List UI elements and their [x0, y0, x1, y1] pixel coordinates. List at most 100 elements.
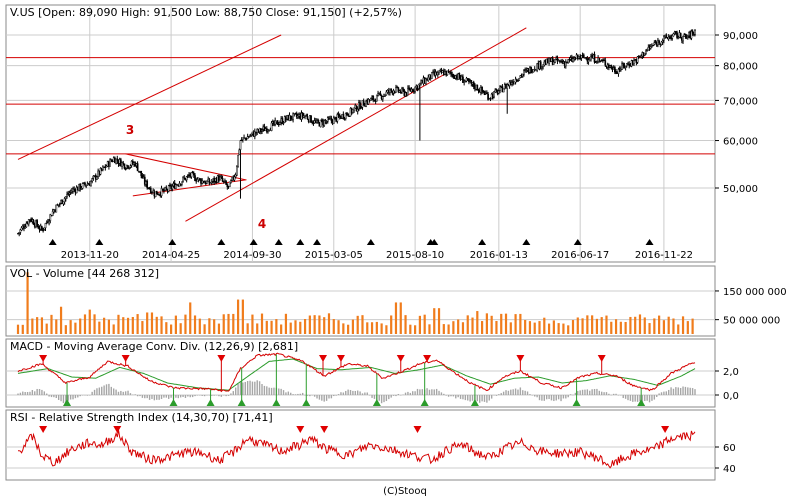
macd-histogram-bar — [234, 387, 237, 395]
price-marker-triangle — [522, 239, 531, 245]
volume-bar — [409, 324, 412, 334]
macd-histogram-bar — [569, 394, 572, 395]
rsi-line — [18, 429, 696, 469]
price-x-tick-label: 2016-06-17 — [551, 250, 609, 261]
candle-body — [463, 81, 466, 83]
candle-body — [210, 181, 213, 184]
rsi-y-axis: 60 40 — [715, 443, 736, 475]
macd-buy-marker — [272, 399, 281, 406]
macd-histogram-bar — [46, 393, 48, 395]
volume-bar — [174, 315, 177, 334]
candle-body — [277, 124, 280, 126]
macd-histogram-bar — [141, 395, 144, 398]
macd-histogram-bar — [101, 386, 103, 395]
candle-body — [362, 100, 365, 106]
macd-histogram-bar — [254, 381, 256, 395]
annotation-label: 4 — [258, 217, 266, 231]
candle-body — [652, 44, 654, 47]
macd-histogram-bar — [677, 387, 679, 395]
macd-histogram-bar — [156, 395, 158, 400]
price-x-tick-label: 2014-04-25 — [142, 250, 200, 261]
macd-histogram-bar — [481, 395, 483, 402]
candle-body — [127, 165, 129, 169]
macd-sell-marker — [423, 355, 432, 362]
candle-body — [249, 135, 251, 137]
macd-histogram-bar — [646, 395, 648, 401]
candle-body — [452, 74, 455, 78]
volume-bar — [433, 308, 436, 334]
price-marker-triangle — [645, 239, 654, 245]
rsi-sell-marker — [413, 426, 422, 433]
macd-histogram-bar — [304, 395, 306, 396]
candle-body — [281, 118, 284, 124]
price-y-axis: 90,000 80,000 70,000 60,000 50,000 — [715, 31, 758, 195]
candle-body — [356, 109, 359, 112]
macd-lines — [17, 352, 696, 393]
volume-bar — [294, 320, 297, 334]
macd-histogram-bar — [62, 395, 65, 404]
candle-body — [673, 31, 676, 34]
macd-histogram-bar — [72, 395, 74, 400]
macd-histogram-bar — [591, 389, 593, 395]
candle-body — [397, 87, 400, 92]
volume-bar — [50, 314, 53, 334]
macd-histogram-bar — [91, 391, 93, 395]
candle-body — [253, 131, 256, 137]
macd-histogram-bar — [493, 395, 495, 396]
macd-histogram-bar — [342, 392, 345, 395]
macd-histogram-bar — [292, 394, 294, 395]
macd-sell-marker — [121, 355, 130, 362]
candle-body — [517, 80, 519, 82]
macd-histogram-bar — [287, 391, 290, 395]
candle-body — [149, 187, 152, 194]
macd-buy-marker — [302, 399, 311, 406]
candle-body — [679, 32, 682, 38]
macd-buy-marker — [470, 399, 479, 406]
price-y-tick-label: 60,000 — [723, 137, 758, 148]
volume-y-tick-label: 150 000 000 — [723, 287, 787, 298]
candle-body — [360, 107, 363, 109]
volume-bar — [495, 321, 498, 334]
candle-body — [481, 86, 483, 92]
volume-bar — [638, 314, 642, 334]
candle-body — [206, 180, 208, 184]
rsi-sell-marker — [296, 426, 305, 433]
volume-bar — [624, 321, 627, 334]
candle-body — [37, 226, 40, 229]
candle-body — [669, 36, 671, 38]
macd-histogram-bar — [165, 395, 168, 398]
price-panel-frame — [5, 4, 716, 263]
candle-body — [167, 185, 170, 192]
macd-histogram-bar — [440, 392, 443, 395]
volume-bar — [677, 324, 680, 334]
macd-histogram-bar — [636, 395, 639, 402]
macd-histogram-bar — [371, 395, 373, 398]
macd-histogram-bar — [249, 380, 251, 395]
macd-histogram-bar — [629, 395, 632, 401]
candle-body — [506, 84, 509, 89]
volume-bar — [313, 315, 316, 334]
macd-histogram-bar — [555, 395, 557, 401]
macd-histogram-bar — [325, 395, 328, 401]
macd-histogram-bar — [294, 394, 297, 395]
volume-bar — [691, 318, 694, 334]
macd-y-axis: 2,0 0,0 — [715, 367, 739, 402]
volume-bar — [284, 313, 288, 334]
macd-sell-marker — [516, 355, 525, 362]
macd-histogram-bar — [34, 391, 36, 395]
volume-bar — [208, 318, 211, 334]
macd-histogram-bar — [596, 388, 598, 395]
macd-histogram-bar — [615, 393, 617, 395]
volume-bar — [117, 314, 120, 334]
candle-body — [92, 175, 95, 179]
candle-body — [276, 120, 279, 125]
candle-body — [306, 116, 309, 120]
macd-histogram-bar — [476, 395, 479, 402]
macd-histogram-bar — [323, 395, 325, 402]
macd-histogram-bar — [266, 386, 268, 395]
volume-bar — [126, 317, 130, 334]
macd-histogram-bar — [483, 395, 486, 402]
price-marker-triangle — [48, 239, 57, 245]
macd-histogram-bar — [50, 395, 53, 398]
candle-body — [402, 88, 404, 91]
